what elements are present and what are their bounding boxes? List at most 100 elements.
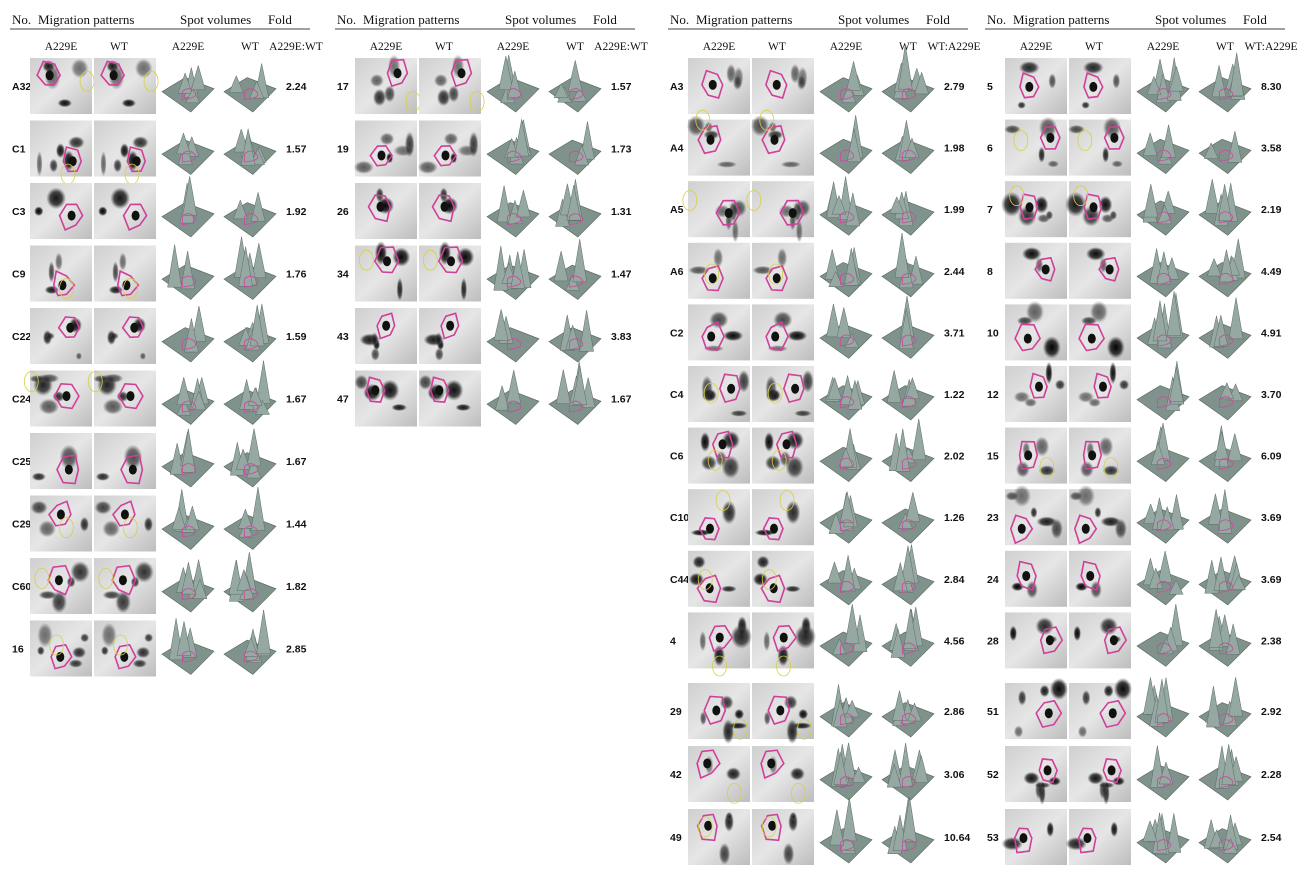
gel-spot — [69, 659, 83, 667]
gel-image — [688, 551, 750, 607]
row-id: C22 — [12, 331, 31, 343]
gel-spot — [693, 556, 706, 569]
fold-value: 4.49 — [1261, 266, 1282, 278]
spot-volume-3d — [162, 489, 214, 549]
target-spot — [1025, 82, 1033, 92]
surface-peak — [1228, 433, 1242, 460]
gel-image — [752, 58, 814, 114]
spot-volume-3d — [1199, 179, 1251, 235]
gel-spot — [790, 767, 805, 780]
gel-image — [1005, 746, 1067, 805]
row-id: 19 — [337, 144, 349, 156]
spot-volume-3d — [1137, 677, 1189, 737]
fold-value: 4.91 — [1261, 327, 1282, 339]
fold-value: 1.92 — [286, 206, 307, 218]
target-spot — [1106, 264, 1114, 274]
spot-volume-3d — [1137, 813, 1189, 863]
gel-spot — [1045, 362, 1052, 385]
spot-volume-3d — [224, 610, 276, 675]
gel-image — [354, 121, 417, 177]
spot-volume-3d — [1137, 58, 1189, 112]
target-spot — [1088, 334, 1096, 344]
gel-spot — [1104, 685, 1114, 697]
row-id: C44 — [670, 574, 689, 586]
surface-peak — [895, 233, 909, 278]
target-spot — [791, 384, 799, 394]
gel-image — [1005, 58, 1067, 114]
spot-volume-3d — [1137, 423, 1189, 482]
figure: No.Migration patternsSpot volumesFoldA22… — [0, 0, 1304, 875]
target-spot — [1026, 202, 1034, 212]
target-spot — [1046, 133, 1054, 143]
spot-volume-3d — [882, 607, 934, 666]
fold-value: 1.57 — [286, 144, 307, 156]
gel-spot — [730, 410, 748, 416]
gel-image — [355, 241, 417, 301]
row-id: C4 — [670, 389, 684, 401]
spot-volume-3d — [820, 743, 872, 800]
gel-background — [419, 58, 481, 114]
gel-spot — [1051, 518, 1063, 539]
gel-spot — [701, 455, 717, 470]
spot-volume-3d — [1199, 298, 1251, 359]
target-spot — [1110, 133, 1118, 143]
spot-volume-3d — [1199, 53, 1251, 112]
spot-volume-3d — [162, 377, 214, 424]
gel-spot — [373, 89, 386, 107]
row-id: 15 — [987, 451, 999, 463]
target-spot — [707, 135, 715, 145]
row-id: 12 — [987, 389, 999, 401]
column-subheader: A229E — [1147, 41, 1180, 53]
target-spot — [68, 211, 76, 221]
spot-volume-3d — [549, 239, 601, 299]
fold-value: 1.57 — [611, 81, 632, 93]
gel-image — [683, 181, 750, 243]
gel-spot — [1103, 465, 1120, 476]
target-spot — [770, 524, 778, 534]
surface-base — [820, 139, 872, 173]
gel-spot — [49, 159, 58, 173]
target-spot — [66, 323, 74, 333]
gel-spot — [796, 220, 803, 243]
spot-volume-3d — [1199, 239, 1251, 297]
gel-spot — [144, 517, 153, 532]
gel-spot — [1050, 678, 1068, 700]
fold-value: 1.76 — [286, 269, 307, 281]
target-spot — [377, 202, 385, 212]
spot-volume-3d — [1199, 131, 1251, 174]
surface-peak — [845, 604, 859, 644]
gel-image — [1066, 809, 1131, 865]
spot-volume-3d — [882, 743, 934, 800]
column-header: Migration patterns — [38, 12, 134, 27]
fold-value: 2.86 — [944, 706, 965, 718]
surface-peak — [507, 370, 521, 403]
row-id: 23 — [987, 512, 999, 524]
row-id: 29 — [670, 706, 682, 718]
fold-value: 3.70 — [1261, 389, 1282, 401]
surface-peak — [554, 251, 568, 281]
row-id: 34 — [337, 269, 349, 281]
row-id: C24 — [12, 394, 31, 406]
gel-spot — [80, 517, 89, 532]
gel-spot — [354, 161, 374, 175]
gel-spot — [1110, 821, 1118, 837]
surface-peak — [568, 60, 582, 91]
gel-image — [1069, 243, 1131, 299]
spot-volume-3d — [162, 306, 214, 362]
gel-image — [30, 121, 92, 185]
gel-spot — [765, 376, 776, 401]
gel-background — [688, 489, 750, 545]
gel-spot — [1099, 780, 1107, 799]
target-spot — [1022, 571, 1030, 581]
gel-image — [1005, 428, 1067, 484]
gel-spot — [37, 623, 53, 648]
gel-spot — [98, 206, 107, 216]
column-header: Spot volumes — [505, 12, 576, 27]
target-spot — [1108, 765, 1116, 775]
surface-base — [487, 328, 539, 362]
gel-image — [1005, 678, 1068, 739]
gel-spot — [765, 455, 781, 470]
column-subheader: WT — [1085, 41, 1103, 53]
fold-value: 1.47 — [611, 269, 632, 281]
gel-spot — [101, 623, 117, 648]
